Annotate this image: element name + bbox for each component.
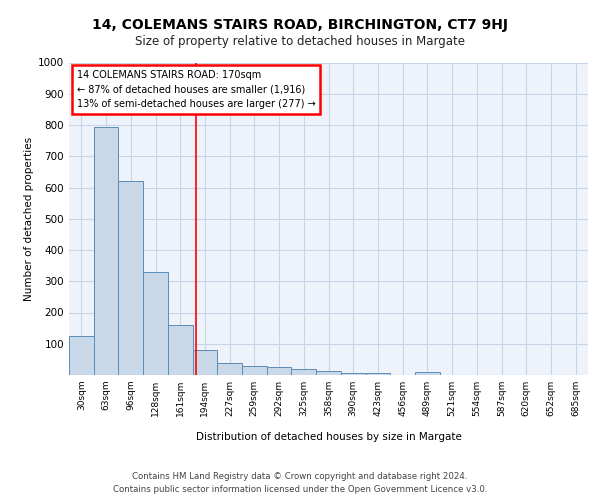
Bar: [217, 362, 242, 375]
Bar: [415, 372, 440, 375]
Bar: [193, 350, 217, 375]
Bar: [267, 367, 292, 375]
Bar: [69, 336, 94, 375]
Text: Contains HM Land Registry data © Crown copyright and database right 2024.
Contai: Contains HM Land Registry data © Crown c…: [113, 472, 487, 494]
Bar: [365, 372, 390, 375]
Text: Size of property relative to detached houses in Margate: Size of property relative to detached ho…: [135, 35, 465, 48]
Text: 14 COLEMANS STAIRS ROAD: 170sqm
← 87% of detached houses are smaller (1,916)
13%: 14 COLEMANS STAIRS ROAD: 170sqm ← 87% of…: [77, 70, 316, 109]
Bar: [94, 126, 118, 375]
Text: 14, COLEMANS STAIRS ROAD, BIRCHINGTON, CT7 9HJ: 14, COLEMANS STAIRS ROAD, BIRCHINGTON, C…: [92, 18, 508, 32]
Bar: [341, 372, 365, 375]
Bar: [292, 370, 316, 375]
Bar: [242, 366, 267, 375]
Text: Distribution of detached houses by size in Margate: Distribution of detached houses by size …: [196, 432, 462, 442]
Bar: [118, 181, 143, 375]
Bar: [143, 272, 168, 375]
Y-axis label: Number of detached properties: Number of detached properties: [24, 136, 34, 301]
Bar: [316, 371, 341, 375]
Bar: [168, 325, 193, 375]
